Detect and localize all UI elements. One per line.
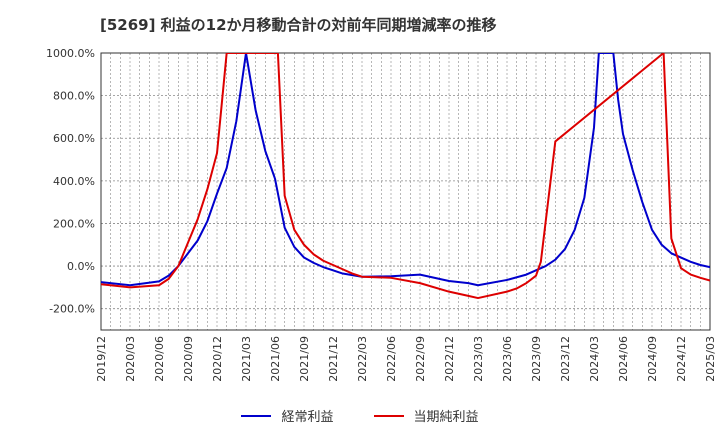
chart-title: [5269] 利益の12か月移動合計の対前年同期増減率の推移 xyxy=(100,16,497,34)
legend-swatch-series-0 xyxy=(241,414,272,417)
series-line-0 xyxy=(101,53,710,287)
legend-label-series-0: 経常利益 xyxy=(281,410,334,425)
y-tick-label: 400.0% xyxy=(53,175,95,188)
x-tick-label: 2021/03 xyxy=(240,336,253,382)
axes: 1000.0% 800.0% 600.0% 400.0% 200.0% 0.0% -200.… xyxy=(46,47,717,382)
x-tick-label: 2024/06 xyxy=(617,336,630,382)
x-tick-label: 2023/06 xyxy=(501,336,514,382)
x-tick-label: 2020/09 xyxy=(182,336,195,382)
x-tick-label: 2019/12 xyxy=(95,336,108,382)
x-tick-label: 2025/03 xyxy=(704,336,717,382)
series-lines xyxy=(101,53,710,300)
legend-item-series-0: 経常利益 xyxy=(241,406,334,425)
x-tick-label: 2021/06 xyxy=(269,336,282,382)
legend-swatch-series-1 xyxy=(373,414,404,417)
x-tick-label: 2022/09 xyxy=(414,336,427,382)
x-tick-label: 2024/09 xyxy=(646,336,659,382)
x-tick-label: 2020/03 xyxy=(124,336,137,382)
x-tick-label: 2020/12 xyxy=(211,336,224,382)
legend: 経常利益 当期純利益 xyxy=(0,406,720,425)
y-tick-label: 800.0% xyxy=(53,90,95,103)
x-tick-label: 2023/09 xyxy=(530,336,543,382)
plot-frame xyxy=(100,52,711,331)
series-line-1 xyxy=(101,53,710,300)
y-tick-label: 1000.0% xyxy=(46,47,95,60)
grid xyxy=(101,52,710,330)
x-tick-label: 2021/09 xyxy=(298,336,311,382)
legend-item-series-1: 当期純利益 xyxy=(373,406,479,425)
x-tick-label: 2022/12 xyxy=(443,336,456,382)
x-tick-label: 2023/03 xyxy=(472,336,485,382)
x-tick-label: 2020/06 xyxy=(153,336,166,382)
x-tick-label: 2024/12 xyxy=(675,336,688,382)
y-tick-label: 0.0% xyxy=(67,260,95,273)
y-tick-label: -200.0% xyxy=(49,303,95,316)
x-tick-label: 2024/03 xyxy=(588,336,601,382)
x-tick-label: 2022/03 xyxy=(356,336,369,382)
x-tick-label: 2023/12 xyxy=(559,336,572,382)
y-tick-label: 200.0% xyxy=(53,217,95,230)
y-tick-label: 600.0% xyxy=(53,132,95,145)
legend-label-series-1: 当期純利益 xyxy=(413,410,479,425)
x-tick-label: 2021/12 xyxy=(327,336,340,382)
x-tick-label: 2022/06 xyxy=(385,336,398,382)
